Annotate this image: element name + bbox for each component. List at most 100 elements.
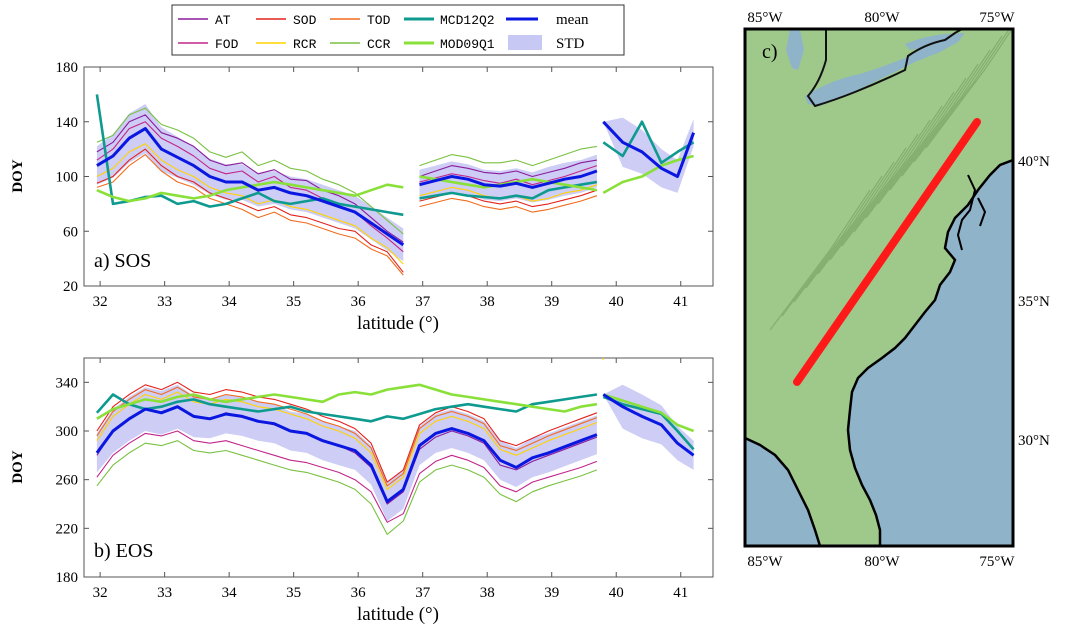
- panel-b-series-sod: [96, 381, 598, 483]
- panel-a-series-fod: [419, 165, 598, 186]
- map-coastline: [846, 158, 1013, 546]
- panel-b-ytick-label: 220: [56, 521, 79, 537]
- panel-b-xtick-label: 32: [93, 585, 108, 601]
- map-right-tick-30n: 30°N: [1018, 433, 1050, 449]
- panel-a-ytick-label: 20: [63, 279, 78, 295]
- panel-b-series-mean: [95, 405, 598, 504]
- panel-b-series-ccr: [96, 440, 598, 535]
- panel-b-ytick-label: 340: [56, 375, 79, 391]
- panel-a-series-mean: [419, 169, 598, 189]
- panel-a-xtick-label: 40: [609, 294, 624, 310]
- panel-a-std-band: [96, 104, 404, 262]
- map-lake-michigan: [786, 29, 804, 70]
- panel-b-plot-area: [95, 358, 695, 535]
- panel-b-xtick-label: 39: [544, 585, 559, 601]
- panel-b-series-mcd12q2: [95, 393, 598, 423]
- legend-label-at: AT: [215, 13, 231, 28]
- panel-b-series-rcr: [96, 391, 598, 490]
- panel-a-xtick-label: 41: [673, 294, 688, 310]
- map-bottom-tick-85w: 85°W: [747, 554, 783, 570]
- panel-a-series-mean: [602, 120, 696, 178]
- panel-a-series-mod09q1: [602, 154, 694, 195]
- panel-b-ytick-label: 180: [56, 570, 79, 586]
- panel-a-xtick-label: 35: [286, 294, 301, 310]
- legend-label-ccr: CCR: [367, 37, 391, 52]
- legend-label-mean: mean: [556, 12, 589, 28]
- panel-b-series-fod: [96, 430, 598, 523]
- panel-a-ytick-label: 60: [63, 224, 78, 240]
- panel-a-ticks: 32 33 34 35 36 37 38 39 40 41 20 60 100 140 180: [56, 60, 713, 310]
- legend-label-std: STD: [556, 36, 585, 52]
- panel-a-ylabel: DOY: [10, 159, 26, 193]
- map-border-line: [806, 29, 963, 108]
- panel-b-xtick-label: 38: [480, 585, 495, 601]
- map-ridge: [829, 119, 931, 261]
- panel-b-std-band: [96, 384, 597, 521]
- map-ridge: [781, 175, 883, 317]
- map-right-tick-35n: 35°N: [1018, 294, 1050, 310]
- panel-b-ylabel: DOY: [10, 450, 26, 484]
- panel-a-series-at: [419, 159, 597, 178]
- map-ridge: [817, 133, 919, 275]
- map-top-tick-80w: 80°W: [864, 10, 900, 26]
- panel-a-series-mcd12q2: [419, 180, 598, 200]
- legend-label-fod: FOD: [215, 37, 239, 52]
- panel-b-ticks: 32 33 34 35 36 37 38 39 40 41 180 220 260 300 340: [56, 358, 713, 601]
- panel-a-xtick-label: 32: [93, 294, 108, 310]
- panel-b-series-mod09q1: [602, 393, 695, 433]
- map-ridge: [853, 91, 955, 233]
- map-ridge: [913, 29, 1011, 163]
- panel-a-series-tod: [419, 195, 598, 213]
- legend-label-tod: TOD: [367, 13, 391, 28]
- panel-a-series-tod: [96, 154, 404, 276]
- panel-a-xtick-label: 33: [157, 294, 172, 310]
- panel-a-series-mcd12q2: [602, 120, 695, 165]
- map-bottom-tick-75w: 75°W: [979, 554, 1015, 570]
- legend-label-mcd12q2: MCD12Q2: [440, 13, 495, 28]
- map-top-tick-85w: 85°W: [747, 10, 783, 26]
- panel-a-xlabel: latitude (°): [357, 313, 439, 334]
- panel-a-xtick-label: 38: [480, 294, 495, 310]
- panel-a-xtick-label: 36: [351, 294, 367, 310]
- panel-a-xtick-label: 39: [544, 294, 559, 310]
- legend: AT SOD TOD MCD12Q2 mean FOD RCR CCR MOD0…: [171, 4, 625, 56]
- map-ridge: [889, 49, 991, 191]
- panel-b-xtick-label: 37: [415, 585, 431, 601]
- panel-a-series-mean: [96, 127, 405, 247]
- legend-label-sod: SOD: [293, 13, 317, 28]
- panel-b-ytick-label: 260: [56, 473, 79, 489]
- panel-b-label: b) EOS: [94, 540, 153, 562]
- panel-a-xtick-label: 34: [222, 294, 238, 310]
- legend-swatch-std: [508, 35, 542, 50]
- map-land: [745, 29, 1013, 546]
- panel-a-ytick-label: 180: [56, 60, 79, 76]
- map-ridge: [805, 147, 907, 289]
- panel-b-series-mean: [602, 393, 695, 457]
- panel-a-series-ccr: [419, 145, 597, 167]
- map-ridge: [865, 77, 967, 219]
- map-right-tick-40n: 40°N: [1018, 154, 1050, 170]
- map-lake-erie: [805, 33, 965, 106]
- legend-label-mod09q1: MOD09Q1: [440, 37, 495, 52]
- map-ridge: [901, 35, 1003, 177]
- map-ridge: [769, 189, 871, 331]
- map-ridge: [841, 105, 943, 247]
- legend-label-rcr: RCR: [293, 37, 317, 52]
- map-bottom-tick-80w: 80°W: [864, 554, 900, 570]
- panel-b-xlabel: latitude (°): [357, 604, 439, 625]
- map-transect-line: [793, 118, 981, 386]
- panel-a-series-ccr: [96, 107, 404, 235]
- panel-b-series-mod09q1: [96, 383, 598, 420]
- map-ridge: [877, 63, 979, 205]
- panel-a-label: a) SOS: [94, 250, 151, 272]
- panel-a-sos: 32 33 34 35 36 37 38 39 40 41 20 60 100 140 180 DOY la…: [10, 60, 714, 334]
- panel-c-map: c) 85°W 80°W 75°W 85°W 80°W 75°W 40°N 35…: [743, 10, 1050, 570]
- map-panel-label: c): [762, 41, 778, 63]
- map-gulf-coast: [745, 436, 822, 546]
- panel-a-series-rcr: [96, 143, 404, 265]
- map-ridge: [925, 29, 1013, 149]
- panel-b-ytick-label: 300: [56, 424, 79, 440]
- map-frame: [743, 27, 1015, 548]
